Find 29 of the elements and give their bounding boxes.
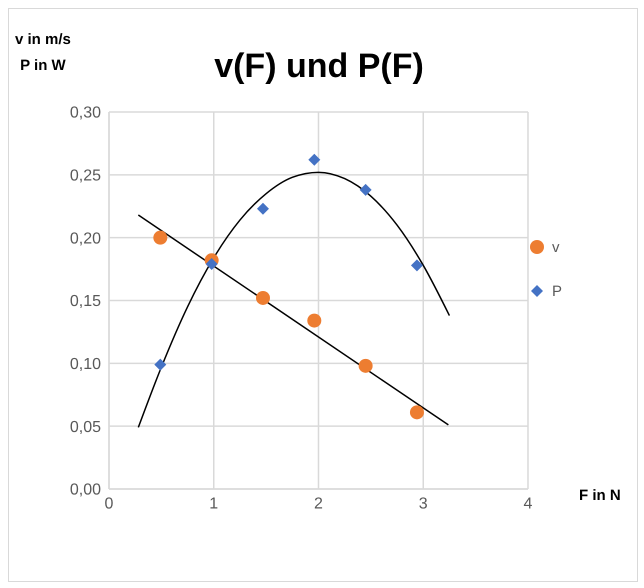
chart-title: v(F) und P(F) [213, 47, 425, 86]
x-tick-label: 0 [104, 495, 114, 512]
y-tick-label: 0,25 [70, 168, 102, 185]
y-axis-title: v in m/s P in W [15, 30, 71, 76]
x-tick-label: 1 [209, 495, 218, 512]
line-series [138, 172, 450, 428]
x-tick-label: 4 [524, 495, 533, 512]
y-tick-label: 0,15 [70, 293, 102, 310]
point [410, 405, 424, 420]
point [410, 259, 423, 272]
y-tick-label: 0,05 [70, 418, 102, 436]
point [154, 358, 166, 371]
y-tick-label: 0,30 [70, 104, 102, 122]
point [206, 258, 218, 270]
x-tick-label: 3 [418, 495, 428, 512]
y-tick-label: 0,00 [70, 482, 102, 499]
point [308, 154, 320, 166]
point [256, 290, 270, 305]
legend-label: P [552, 282, 562, 300]
point [307, 314, 322, 328]
y-tick-label: 0,20 [70, 230, 102, 248]
point [153, 230, 168, 245]
x-tick-label: 2 [314, 495, 324, 512]
point [360, 184, 372, 196]
x-axis-title: F in N [579, 487, 621, 504]
y-tick-label: 0,10 [70, 356, 102, 374]
point [256, 202, 269, 215]
point [358, 358, 373, 373]
legend-label: v [552, 238, 560, 256]
